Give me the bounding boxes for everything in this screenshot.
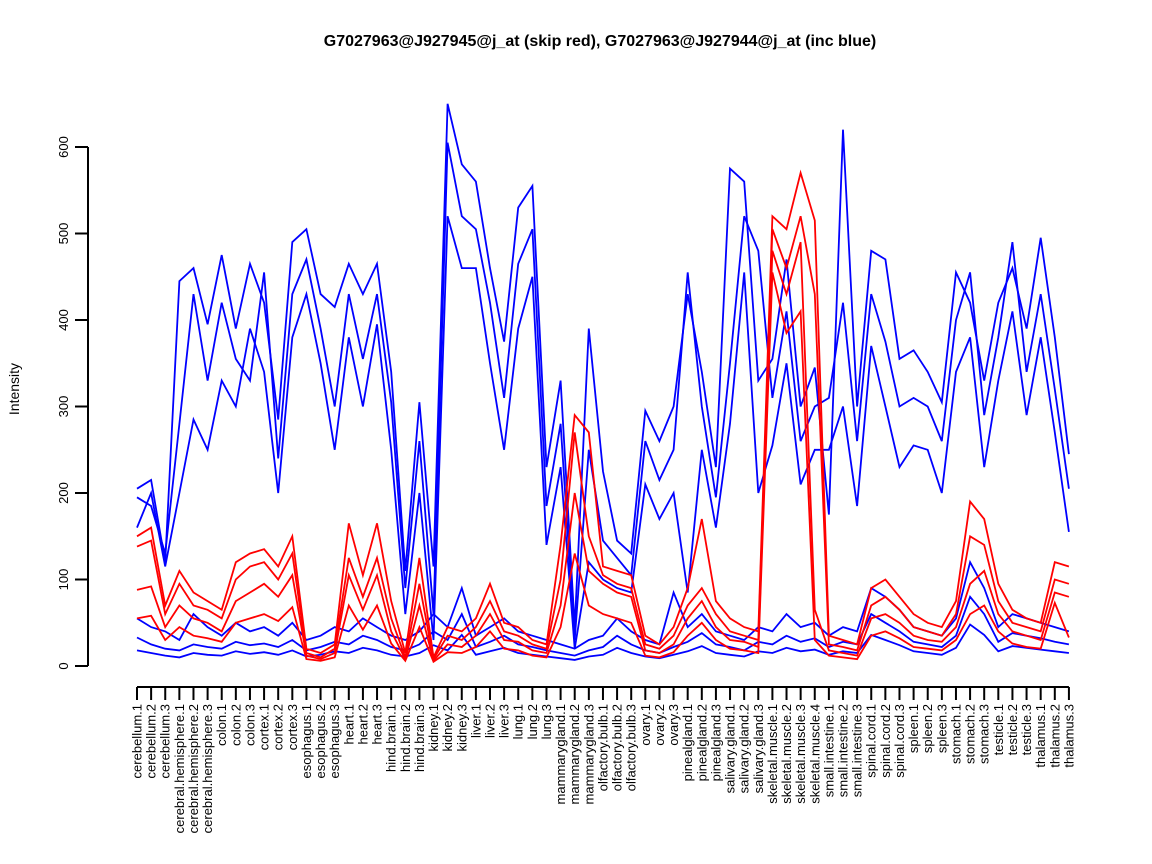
x-tick-label: liver.3 xyxy=(497,704,512,738)
y-tick-label: 400 xyxy=(56,309,71,331)
x-tick-label: spinal.cord.1 xyxy=(864,704,879,778)
x-tick-label: kidney.3 xyxy=(454,704,469,751)
y-tick-label: 300 xyxy=(56,396,71,418)
x-tick-label: cortex.3 xyxy=(285,704,300,750)
x-tick-label: esophagus.2 xyxy=(313,704,328,778)
x-tick-label: testicle.2 xyxy=(1005,704,1020,755)
x-tick-label: hind.brain.1 xyxy=(384,704,399,772)
x-tick-label: spleen.3 xyxy=(934,704,949,753)
x-tick-label: colon.1 xyxy=(214,704,229,746)
x-tick-label: hind.brain.3 xyxy=(412,704,427,772)
y-axis-title: Intensity xyxy=(6,362,22,416)
x-tick-label: testicle.3 xyxy=(1019,704,1034,755)
x-tick-label: cortex.2 xyxy=(271,704,286,750)
x-tick-label: liver.1 xyxy=(468,704,483,738)
x-tick-label: skeletal.muscle.2 xyxy=(779,704,794,804)
x-tick-label: thalamus.2 xyxy=(1047,704,1062,768)
x-tick-label: mammarygland.2 xyxy=(567,704,582,804)
chart-title: G7027963@J927945@j_at (skip red), G70279… xyxy=(323,33,877,50)
y-tick-label: 200 xyxy=(56,482,71,504)
x-tick-label: salivary.gland.2 xyxy=(737,704,752,793)
x-tick-label: salivary.gland.1 xyxy=(723,704,738,793)
x-tick-label: heart.2 xyxy=(355,704,370,744)
x-tick-label: small.intestine.3 xyxy=(850,704,865,797)
x-tick-label: esophagus.1 xyxy=(299,704,314,778)
x-tick-label: spleen.2 xyxy=(920,704,935,753)
x-tick-label: mammarygland.1 xyxy=(553,704,568,804)
x-tick-label: salivary.gland.3 xyxy=(751,704,766,793)
x-tick-label: kidney.1 xyxy=(426,704,441,751)
y-tick-label: 600 xyxy=(56,136,71,158)
x-tick-label: ovary.2 xyxy=(652,704,667,746)
x-tick-label: esophagus.3 xyxy=(327,704,342,778)
series-line-J927944-j_at-inc-probe-5 xyxy=(136,595,1070,657)
x-tick-label: stomach.3 xyxy=(977,704,992,764)
x-tick-label: cerebellum.3 xyxy=(158,704,173,778)
x-tick-label: heart.1 xyxy=(341,704,356,744)
x-tick-label: ovary.3 xyxy=(666,704,681,746)
x-tick-label: olfactory.bulb.1 xyxy=(595,704,610,791)
x-tick-label: thalamus.1 xyxy=(1033,704,1048,768)
series-line-J927945-j_at-skip-probe-1 xyxy=(136,169,1070,661)
x-tick-label: cerebellum.2 xyxy=(144,704,159,778)
x-tick-label: olfactory.bulb.2 xyxy=(610,704,625,791)
series-line-J927944-j_at-inc-probe-2 xyxy=(136,142,1070,641)
x-tick-label: small.intestine.1 xyxy=(821,704,836,797)
x-tick-label: small.intestine.2 xyxy=(836,704,851,797)
x-tick-label: liver.2 xyxy=(483,704,498,738)
x-tick-label: thalamus.3 xyxy=(1061,704,1076,768)
x-tick-label: kidney.2 xyxy=(440,704,455,751)
x-tick-label: hind.brain.2 xyxy=(398,704,413,772)
series-line-J927944-j_at-inc-probe-1 xyxy=(136,103,1070,628)
x-tick-label: lung.2 xyxy=(525,704,540,739)
x-tick-label: cerebral.hemisphere.2 xyxy=(186,704,201,833)
series-line-J927945-j_at-skip-probe-3 xyxy=(136,241,1070,663)
x-tick-label: heart.3 xyxy=(370,704,385,744)
x-tick-label: colon.2 xyxy=(228,704,243,746)
x-tick-label: spinal.cord.3 xyxy=(892,704,907,778)
y-tick-label: 500 xyxy=(56,223,71,245)
x-tick-label: skeletal.muscle.1 xyxy=(765,704,780,804)
series-line-J927945-j_at-skip-probe-2 xyxy=(136,215,1070,662)
x-tick-label: mammarygland.3 xyxy=(581,704,596,804)
x-tick-label: cortex.1 xyxy=(257,704,272,750)
x-tick-label: spleen.1 xyxy=(906,704,921,753)
x-tick-label: cerebral.hemisphere.1 xyxy=(172,704,187,833)
series-line-J927944-j_at-inc-probe-3 xyxy=(136,215,1070,649)
x-tick-label: testicle.1 xyxy=(991,704,1006,755)
x-tick-label: pinealgland.3 xyxy=(708,704,723,781)
x-tick-label: pinealgland.1 xyxy=(680,704,695,781)
series-line-J927944-j_at-inc-probe-6 xyxy=(136,623,1070,661)
series-line-J927945-j_at-skip-probe-4 xyxy=(136,272,1070,664)
y-tick-label: 0 xyxy=(56,662,71,669)
x-tick-label: ovary.1 xyxy=(638,704,653,746)
x-tick-label: spinal.cord.2 xyxy=(878,704,893,778)
x-tick-label: cerebral.hemisphere.3 xyxy=(200,704,215,833)
x-tick-label: stomach.2 xyxy=(963,704,978,764)
x-tick-label: lung.1 xyxy=(511,704,526,739)
x-tick-label: pinealgland.2 xyxy=(694,704,709,781)
x-tick-label: colon.3 xyxy=(242,704,257,746)
x-tick-label: olfactory.bulb.3 xyxy=(624,704,639,791)
x-tick-label: skeletal.muscle.3 xyxy=(793,704,808,804)
x-tick-label: cerebellum.1 xyxy=(130,704,145,778)
x-tick-label: skeletal.muscle.4 xyxy=(807,704,822,804)
x-tick-label: lung.3 xyxy=(539,704,554,739)
x-tick-label: stomach.1 xyxy=(948,704,963,764)
y-tick-label: 100 xyxy=(56,569,71,591)
